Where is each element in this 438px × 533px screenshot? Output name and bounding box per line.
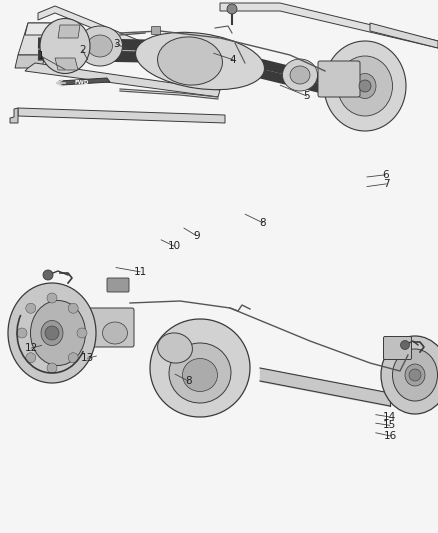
Circle shape (26, 303, 36, 313)
Polygon shape (15, 55, 45, 68)
Text: 8: 8 (185, 376, 192, 386)
Circle shape (26, 353, 36, 363)
Ellipse shape (150, 319, 250, 417)
Circle shape (45, 326, 59, 340)
Polygon shape (18, 108, 225, 123)
Circle shape (47, 363, 57, 373)
Circle shape (400, 341, 410, 350)
Polygon shape (25, 23, 55, 35)
Text: 16: 16 (384, 431, 397, 441)
Polygon shape (370, 23, 438, 48)
Text: 8: 8 (259, 218, 266, 228)
Polygon shape (59, 78, 110, 85)
Circle shape (17, 328, 27, 338)
Ellipse shape (78, 26, 123, 66)
Text: 5: 5 (303, 91, 310, 101)
Polygon shape (18, 23, 55, 55)
Text: FWD: FWD (75, 80, 89, 85)
Text: 11: 11 (134, 267, 147, 277)
Circle shape (409, 369, 421, 381)
Polygon shape (25, 63, 220, 97)
Ellipse shape (324, 41, 406, 131)
Circle shape (77, 328, 87, 338)
Ellipse shape (338, 56, 392, 116)
Ellipse shape (40, 19, 90, 74)
Text: 4: 4 (230, 55, 237, 64)
Ellipse shape (88, 35, 113, 57)
Ellipse shape (381, 336, 438, 414)
Text: 2: 2 (79, 45, 86, 55)
FancyBboxPatch shape (318, 61, 360, 97)
Ellipse shape (183, 359, 218, 392)
Ellipse shape (392, 349, 438, 401)
Ellipse shape (158, 37, 223, 85)
Ellipse shape (102, 322, 127, 344)
Ellipse shape (135, 33, 265, 90)
FancyBboxPatch shape (384, 336, 411, 359)
Ellipse shape (169, 343, 231, 403)
Text: 15: 15 (383, 421, 396, 430)
Ellipse shape (290, 66, 310, 84)
Circle shape (68, 303, 78, 313)
Polygon shape (10, 108, 18, 123)
Polygon shape (55, 58, 78, 70)
Ellipse shape (158, 333, 192, 363)
Text: 13: 13 (81, 353, 94, 363)
Circle shape (227, 4, 237, 14)
Text: 6: 6 (382, 170, 389, 180)
Polygon shape (38, 6, 145, 50)
Polygon shape (58, 25, 80, 38)
Ellipse shape (354, 74, 376, 99)
Text: 3: 3 (113, 39, 120, 49)
Text: 7: 7 (383, 179, 390, 189)
Text: 9: 9 (193, 231, 200, 240)
Circle shape (359, 80, 371, 92)
Ellipse shape (41, 320, 63, 345)
FancyBboxPatch shape (88, 308, 134, 347)
Ellipse shape (31, 301, 85, 366)
Text: 10: 10 (168, 241, 181, 251)
Circle shape (43, 270, 53, 280)
FancyBboxPatch shape (107, 278, 129, 292)
Ellipse shape (405, 364, 425, 386)
Circle shape (47, 293, 57, 303)
Ellipse shape (283, 59, 318, 91)
Text: 1: 1 (37, 51, 44, 61)
Circle shape (68, 353, 78, 363)
FancyBboxPatch shape (152, 27, 160, 35)
Ellipse shape (8, 283, 96, 383)
Polygon shape (220, 3, 438, 48)
Text: 12: 12 (25, 343, 38, 353)
Text: 14: 14 (382, 412, 396, 422)
